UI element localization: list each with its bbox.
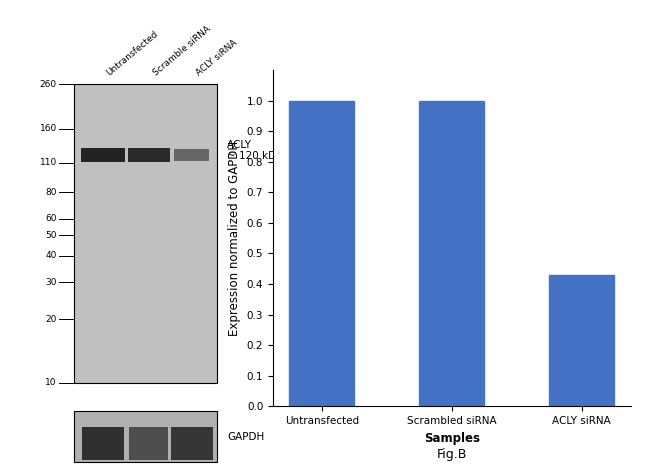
Bar [549,275,614,406]
Text: 160: 160 [40,124,57,133]
Text: GAPDH: GAPDH [227,432,265,442]
Bar [81,149,125,162]
Text: 60: 60 [46,214,57,223]
Text: Untransfected: Untransfected [105,29,161,77]
Bar [419,100,484,406]
Bar [289,100,354,406]
Bar [74,84,217,383]
Bar [82,427,124,460]
X-axis label: Samples: Samples [424,432,480,445]
Text: 110: 110 [40,158,57,168]
Text: 80: 80 [46,188,57,197]
Bar [127,149,170,162]
Text: 40: 40 [46,251,57,260]
Text: 10: 10 [46,378,57,388]
Text: 20: 20 [46,315,57,324]
Text: Scramble siRNA: Scramble siRNA [151,24,212,77]
Bar [129,427,168,460]
Text: 260: 260 [40,79,57,89]
Text: 30: 30 [46,278,57,287]
Text: ACLY siRNA: ACLY siRNA [194,38,239,77]
Bar [170,427,213,460]
Text: Fig.B: Fig.B [437,448,467,461]
Text: ACLY
~ 120 kDa: ACLY ~ 120 kDa [227,140,283,161]
Text: 50: 50 [46,231,57,240]
Bar [74,411,217,462]
Bar [174,149,209,161]
Y-axis label: Expression normalized to GAPDH: Expression normalized to GAPDH [228,141,241,336]
